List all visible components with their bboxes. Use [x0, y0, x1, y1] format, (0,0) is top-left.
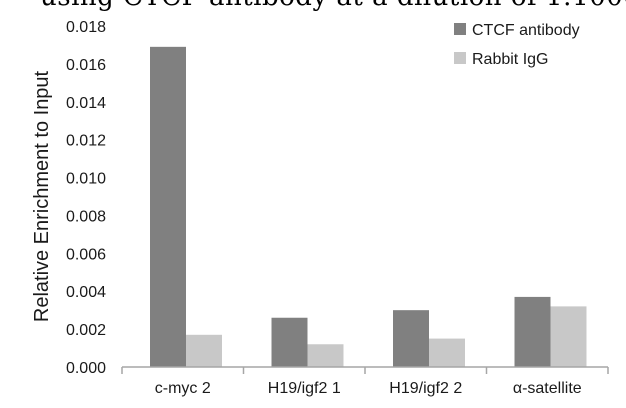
- bar-ctcf-antibody: [393, 310, 429, 367]
- legend-label: CTCF antibody: [472, 22, 580, 39]
- figure-caption-fragment: using CTCF antibody at a dilution of 1:1…: [40, 0, 626, 12]
- bar-ctcf-antibody: [514, 296, 551, 367]
- y-tick-label: 0.008: [66, 208, 106, 225]
- bar-ctcf-antibody: [271, 317, 308, 367]
- y-tick-label: 0.014: [66, 95, 106, 112]
- legend-label: Rabbit IgG: [472, 51, 548, 68]
- bar-rabbit-igg: [186, 334, 222, 367]
- y-tick-label: 0.004: [66, 284, 106, 301]
- bar-rabbit-igg: [550, 306, 587, 367]
- x-category-label: H19/igf2 2: [389, 380, 462, 397]
- y-tick-label: 0.018: [66, 19, 106, 36]
- y-axis-title: Relative Enrichment to Input: [31, 70, 53, 322]
- x-category-label: H19/igf2 1: [268, 380, 341, 397]
- y-tick-label: 0.010: [66, 171, 106, 188]
- legend-swatch: [454, 23, 466, 35]
- x-category-label: α-satellite: [513, 380, 582, 397]
- y-tick-label: 0.016: [66, 57, 106, 74]
- y-tick-label: 0.000: [66, 360, 106, 377]
- bar-rabbit-igg: [429, 338, 465, 367]
- bar-rabbit-igg: [307, 344, 344, 367]
- x-category-label: c-myc 2: [155, 380, 211, 397]
- y-tick-label: 0.002: [66, 322, 106, 339]
- y-tick-label: 0.006: [66, 246, 106, 263]
- legend-swatch: [454, 52, 466, 64]
- y-tick-label: 0.012: [66, 133, 106, 150]
- bar-ctcf-antibody: [150, 46, 186, 367]
